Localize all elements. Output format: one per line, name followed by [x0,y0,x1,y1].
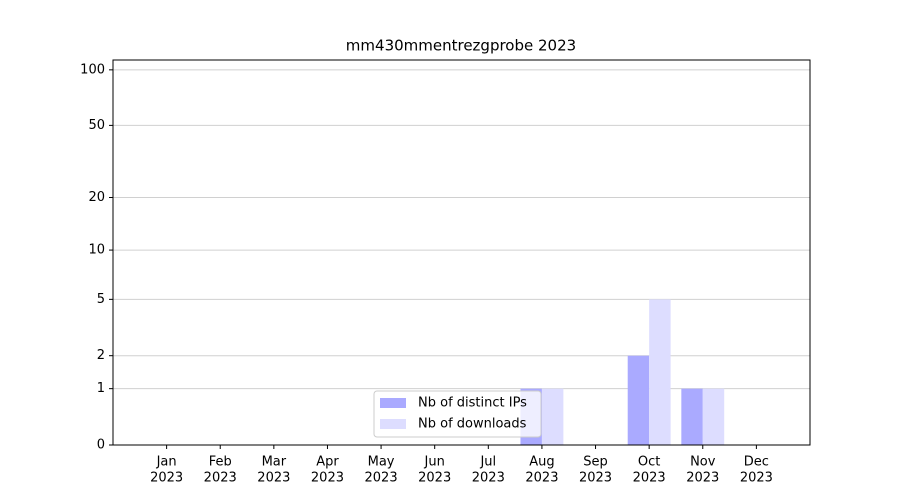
x-tick-label: Aug [529,455,554,470]
legend-swatch [380,398,406,408]
x-tick-label: 2023 [740,471,773,486]
x-tick-label: Feb [209,455,232,470]
x-tick-label: Jun [424,455,445,470]
plot-frame [112,59,811,446]
x-tick-label: Nov [690,455,716,470]
legend-box [373,390,542,438]
x-tick-label: Oct [638,455,660,470]
bar [681,388,703,445]
y-tick-label: 0 [97,438,105,453]
x-tick-label: Apr [316,455,339,470]
x-tick-label: 2023 [204,471,237,486]
y-tick-label: 50 [88,118,105,133]
bar [649,299,671,445]
y-tick-label: 5 [97,292,105,307]
x-tick-label: Jul [479,455,496,470]
legend-label: Nb of downloads [418,417,527,432]
chart-title: mm430mmentrezgprobe 2023 [346,37,576,55]
x-tick-label: 2023 [150,471,183,486]
x-tick-label: 2023 [257,471,290,486]
legend-swatch [380,419,406,429]
y-tick-label: 100 [80,62,105,77]
x-tick-label: Sep [583,455,608,470]
bar [702,388,725,445]
x-tick-label: Jan [156,455,177,470]
x-tick-label: 2023 [686,471,719,486]
x-tick-label: 2023 [365,471,398,486]
x-tick-label: Dec [744,455,769,470]
y-tick-label: 20 [88,190,105,205]
x-tick-label: Mar [262,455,287,470]
x-tick-label: 2023 [418,471,451,486]
x-tick-label: 2023 [633,471,666,486]
x-tick-label: 2023 [579,471,612,486]
y-tick-label: 1 [97,381,105,396]
bar [627,355,650,445]
x-tick-label: 2023 [311,471,344,486]
x-tick-label: May [368,455,395,470]
y-tick-label: 2 [97,348,105,363]
x-tick-label: 2023 [472,471,505,486]
y-tick-label: 10 [88,243,105,258]
bar [541,388,564,445]
legend-label: Nb of distinct IPs [418,396,527,411]
x-tick-label: 2023 [525,471,558,486]
